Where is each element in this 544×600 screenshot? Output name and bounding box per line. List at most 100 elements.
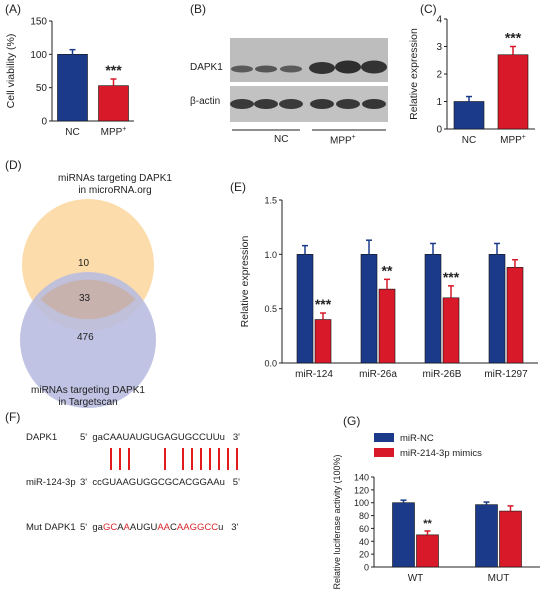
- bar: [499, 510, 522, 568]
- y-tick-label: 2: [436, 70, 442, 81]
- blot-image: [230, 38, 388, 131]
- seq-row-dapk1: 5' gaCAAUAUGUGAGUGCCUUu 3': [80, 432, 240, 443]
- x-tick-label: MUT: [488, 573, 510, 584]
- bar: [314, 319, 332, 364]
- bar: [506, 267, 524, 364]
- venn-count-overlap: 33: [79, 293, 91, 304]
- seq-dapk1-core: CAAUAUGUGAGUGCCUUu: [102, 432, 225, 443]
- blot-group-nc: NC: [274, 134, 289, 145]
- panel-label-e: (E): [230, 180, 246, 194]
- y-tick-label: 40: [359, 537, 369, 547]
- significance-label: ***: [105, 62, 122, 78]
- bar: [497, 54, 529, 130]
- seq-label-mir124: miR-124-3p: [26, 477, 76, 488]
- venn-top-title-line1: miRNAs targeting DAPK1: [58, 173, 172, 184]
- seq-label-mut-dapk1: Mut DAPK1: [26, 522, 76, 533]
- panel-label-b: (B): [190, 2, 206, 16]
- x-tick-label: WT: [408, 573, 424, 584]
- seq-pairing-line-group: [110, 448, 238, 470]
- venn-top-title: miRNAs targeting DAPK1 in microRNA.org: [0, 173, 230, 197]
- y-tick-label: 1: [436, 97, 442, 108]
- bar: [57, 54, 88, 122]
- venn-overlap: [40, 279, 136, 320]
- chart-g-luciferase: 0 20 40 60 80 100 120 140 Relative luciferase ac…: [332, 433, 540, 590]
- x-tick-label: MPP+: [101, 126, 127, 138]
- significance-label: ***: [315, 296, 332, 312]
- bar: [296, 254, 314, 364]
- panel-label-c: (C): [420, 2, 437, 16]
- x-tick-label: miR-26a: [359, 369, 397, 380]
- venn-bottom-title-line2: in Targetscan: [58, 397, 118, 408]
- blot-group-mpp: MPP+: [330, 134, 356, 147]
- bar: [392, 502, 415, 568]
- chart-c-relative-expression: 0 1 2 3 4 Relative expression NC *** MPP+: [408, 15, 535, 146]
- blot-membrane-dapk1: [230, 38, 388, 82]
- x-tick-label: miR-1297: [484, 369, 528, 380]
- bar: [416, 534, 439, 568]
- blot-bands-actin: [230, 99, 386, 109]
- venn-count-top: 10: [78, 258, 90, 269]
- y-tick-label: 1.0: [264, 250, 277, 260]
- x-tick-label: miR-26B: [423, 369, 462, 380]
- western-blot-panel: DAPK1 β-actin NC MPP+: [188, 0, 403, 160]
- blot-group-mpp-text: MPP: [330, 135, 352, 147]
- y-axis-label: Relative luciferase activity (100%): [332, 454, 342, 589]
- seq-dapk1-prefix: 5' ga: [80, 432, 103, 443]
- y-tick-label: 0: [41, 117, 47, 128]
- bar: [360, 254, 378, 364]
- blot-label-dapk1: DAPK1: [190, 62, 223, 73]
- legend-label: miR-NC: [400, 433, 434, 444]
- bar: [488, 254, 506, 364]
- chart-e-mirna-expression: 0.0 0.5 1.0 1.5 Relative expression *** miR-12…: [239, 196, 538, 380]
- panel-label-g: (G): [343, 414, 361, 428]
- panel-label-a: (A): [5, 2, 21, 16]
- venn-bottom-title-line1: miRNAs targeting DAPK1: [31, 385, 145, 396]
- y-tick-label: 3: [436, 42, 442, 53]
- legend-swatch: [374, 433, 394, 442]
- significance-label: **: [382, 262, 393, 278]
- x-tick-label: miR-124: [295, 369, 333, 380]
- venn-diagram: [20, 199, 156, 408]
- blot-bands-dapk1: [231, 60, 387, 74]
- bar: [442, 297, 460, 364]
- bar: [475, 504, 498, 568]
- seq-dapk1-suffix: 3': [232, 432, 240, 443]
- y-tick-label: 150: [30, 17, 47, 28]
- panel-label-f: (F): [5, 410, 21, 424]
- seq-row-mut-dapk1: 5' gaGCAAAUGUAACAAGGCCu 3': [80, 522, 239, 533]
- venn-panel: miRNAs targeting DAPK1 in microRNA.org 1…: [0, 165, 230, 410]
- bar: [453, 101, 485, 130]
- y-axis-label: Cell viability (%): [5, 34, 17, 109]
- blot-label-actin: β-actin: [190, 96, 221, 107]
- significance-label: ***: [505, 30, 522, 46]
- y-tick-label: 0: [436, 125, 442, 136]
- y-tick-label: 50: [36, 83, 48, 94]
- bar: [98, 85, 129, 122]
- y-tick-label: 0: [364, 563, 369, 573]
- legend-swatch: [374, 448, 394, 457]
- y-tick-label: 0.0: [264, 359, 277, 369]
- y-tick-label: 60: [359, 524, 369, 534]
- y-tick-label: 4: [436, 15, 442, 26]
- bar: [424, 254, 442, 364]
- y-tick-label: 0.5: [264, 304, 277, 314]
- chart-a-cell-viability: 0 50 100 150 Cell viability (%) NC *** MPP+: [5, 17, 134, 138]
- y-tick-label: 100: [354, 498, 369, 508]
- panel-label-d: (D): [5, 158, 22, 172]
- x-tick-label: MPP+: [500, 134, 526, 146]
- seq-label-dapk1: DAPK1: [26, 432, 58, 443]
- seq-pairing-lines: [110, 448, 238, 470]
- bar: [378, 288, 396, 364]
- venn-bottom-title: miRNAs targeting DAPK1 in Targetscan: [0, 385, 176, 409]
- y-tick-label: 20: [359, 550, 369, 560]
- significance-label: **: [423, 518, 432, 530]
- y-tick-label: 80: [359, 511, 369, 521]
- y-tick-label: 120: [354, 485, 369, 495]
- venn-count-bottom: 476: [77, 332, 94, 343]
- y-tick-label: 1.5: [264, 196, 277, 206]
- significance-label: ***: [443, 269, 460, 285]
- legend-label: miR-214-3p mimics: [400, 448, 482, 459]
- x-tick-label: NC: [462, 135, 476, 146]
- seq-row-mir124: 3' ccGUAAGUGGCGCACGGAAu 5': [80, 477, 240, 488]
- y-axis-label: Relative expression: [408, 28, 420, 120]
